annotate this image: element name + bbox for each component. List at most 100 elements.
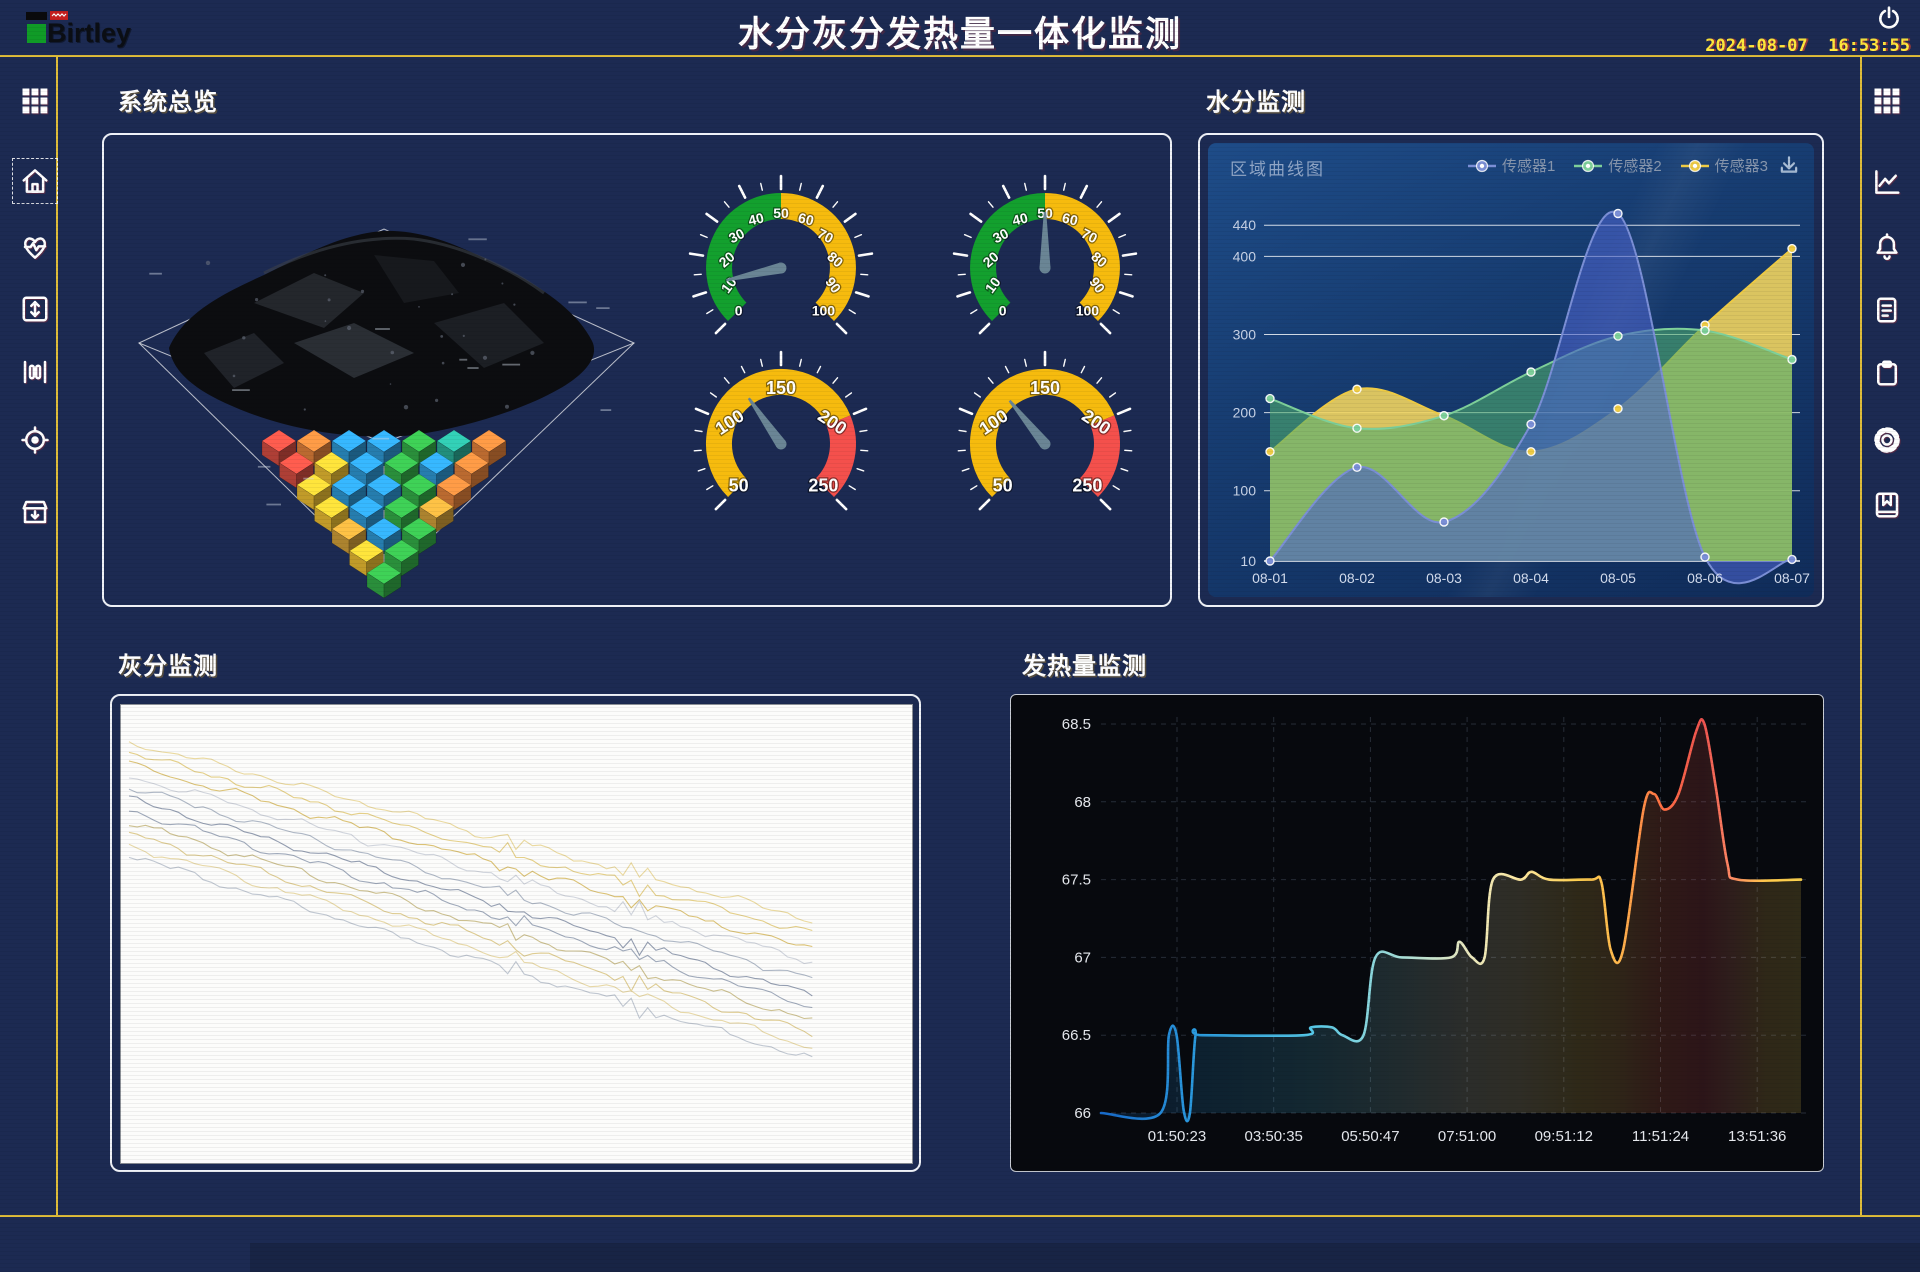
legend-label: 传感器1 xyxy=(1501,158,1556,175)
logo-text: Birtley xyxy=(47,18,132,48)
svg-text:60: 60 xyxy=(1061,209,1080,228)
sidebar-item-home[interactable] xyxy=(12,158,58,204)
frame-line-left xyxy=(56,57,58,1215)
svg-text:08-07: 08-07 xyxy=(1774,570,1810,586)
moisture-legend: 传感器1 传感器2 传感器3 xyxy=(1467,155,1768,176)
svg-text:66.5: 66.5 xyxy=(1062,1027,1091,1044)
svg-text:40: 40 xyxy=(1011,209,1030,228)
calorific-section-title: 发热量监测 xyxy=(1022,653,1147,680)
archive-down-icon xyxy=(22,500,48,524)
home-icon xyxy=(22,169,48,193)
sidebar-item-archive[interactable] xyxy=(12,489,58,535)
svg-text:150: 150 xyxy=(766,378,796,398)
coal-pile-3d-visual xyxy=(137,228,636,599)
svg-text:08-03: 08-03 xyxy=(1426,570,1462,586)
logo-black-block xyxy=(26,12,47,20)
svg-text:67.5: 67.5 xyxy=(1062,872,1091,889)
power-icon xyxy=(1879,5,1899,29)
sidebar-item-columns[interactable] xyxy=(12,349,58,395)
svg-text:300: 300 xyxy=(1233,327,1257,343)
footer-strip xyxy=(250,1243,1920,1272)
svg-text:03:50:35: 03:50:35 xyxy=(1245,1128,1303,1145)
sidebar-item-records[interactable] xyxy=(1864,482,1910,528)
frame-line-top xyxy=(0,55,1920,57)
sidebar-item-menu[interactable] xyxy=(12,78,58,124)
legend-item-sensor1[interactable]: 传感器1 xyxy=(1467,155,1555,176)
svg-text:09:51:12: 09:51:12 xyxy=(1535,1128,1593,1145)
svg-text:08-05: 08-05 xyxy=(1600,570,1636,586)
svg-text:08-04: 08-04 xyxy=(1513,570,1549,586)
page-title: 水分灰分发热量一体化监测 xyxy=(737,15,1182,54)
svg-text:60: 60 xyxy=(797,209,816,228)
heart-pulse-icon xyxy=(23,237,47,259)
logo-red-block xyxy=(50,11,68,20)
sidebar-item-locate[interactable] xyxy=(12,417,58,463)
target-icon xyxy=(21,426,49,454)
svg-text:0: 0 xyxy=(735,302,743,318)
download-button[interactable] xyxy=(1776,153,1802,179)
ash-section-title: 灰分监测 xyxy=(118,653,218,680)
line-chart-icon xyxy=(1875,170,1900,194)
svg-text:68: 68 xyxy=(1074,794,1091,811)
moisture-chart-card: 区域曲线图 传感器1 传感器2 传感器3 10 100 200 300 400 440 08-0… xyxy=(1208,143,1814,597)
svg-text:50: 50 xyxy=(773,205,789,221)
sidebar-item-report[interactable] xyxy=(1864,287,1910,333)
ash-panel xyxy=(110,694,921,1172)
moisture-area-chart: 10 100 200 300 400 440 08-01 08-02 08-03 08-04 08-… xyxy=(1233,208,1810,586)
grid-icon xyxy=(22,88,48,114)
svg-text:13:51:36: 13:51:36 xyxy=(1728,1128,1786,1145)
ash-line-chart xyxy=(128,741,813,1058)
calorific-panel: 01:50:23 03:50:35 05:50:47 07:51:00 09:51:12… xyxy=(1010,694,1824,1172)
datetime-display: 2024-08-07 16:53:55 xyxy=(1705,36,1910,56)
svg-text:66: 66 xyxy=(1074,1105,1091,1122)
moisture-section-title: 水分监测 xyxy=(1206,89,1306,116)
legend-label: 传感器3 xyxy=(1714,158,1768,175)
book-icon xyxy=(1875,492,1899,518)
sidebar-item-trend[interactable] xyxy=(1864,159,1910,205)
sidebar-item-settings[interactable] xyxy=(1864,417,1910,463)
svg-text:0: 0 xyxy=(999,302,1007,318)
document-icon xyxy=(1877,297,1897,323)
sidebar-item-health[interactable] xyxy=(12,224,58,270)
clipboard-icon xyxy=(1877,360,1897,386)
svg-text:08-01: 08-01 xyxy=(1252,570,1288,586)
svg-text:40: 40 xyxy=(747,209,766,228)
sidebar-item-alarms[interactable] xyxy=(1864,224,1910,270)
legend-item-sensor3[interactable]: 传感器3 xyxy=(1680,155,1768,176)
svg-text:10: 10 xyxy=(1240,553,1256,569)
gear-icon xyxy=(1874,427,1900,453)
svg-text:250: 250 xyxy=(1072,475,1102,495)
svg-text:250: 250 xyxy=(808,475,838,495)
vertical-arrows-icon xyxy=(22,296,48,322)
legend-label: 传感器2 xyxy=(1608,158,1662,175)
bell-icon xyxy=(1876,233,1898,261)
sidebar-item-menu-right[interactable] xyxy=(1864,78,1910,124)
sidebar-item-range[interactable] xyxy=(12,286,58,332)
calorific-line-chart: 01:50:23 03:50:35 05:50:47 07:51:00 09:51:12… xyxy=(1062,716,1806,1145)
svg-text:200: 200 xyxy=(1233,405,1257,421)
moisture-panel: 区域曲线图 传感器1 传感器2 传感器3 10 100 200 300 400 440 08-0… xyxy=(1198,133,1824,607)
svg-text:50: 50 xyxy=(993,475,1013,495)
ash-chart-card xyxy=(120,704,913,1164)
legend-item-sensor2[interactable]: 传感器2 xyxy=(1573,155,1662,176)
svg-text:50: 50 xyxy=(729,475,749,495)
sidebar-item-tasks[interactable] xyxy=(1864,350,1910,396)
svg-text:100: 100 xyxy=(1233,483,1257,499)
brand-logo: Birtley xyxy=(26,8,246,52)
svg-text:400: 400 xyxy=(1233,248,1257,264)
svg-text:11:51:24: 11:51:24 xyxy=(1632,1128,1689,1145)
svg-text:08-02: 08-02 xyxy=(1339,570,1375,586)
power-button[interactable] xyxy=(1872,4,1906,34)
svg-text:67: 67 xyxy=(1074,949,1091,966)
svg-text:100: 100 xyxy=(812,302,836,318)
logo-green-block xyxy=(27,24,46,43)
svg-text:440: 440 xyxy=(1233,217,1257,233)
download-icon xyxy=(1780,155,1798,173)
svg-text:05:50:47: 05:50:47 xyxy=(1341,1128,1399,1145)
svg-text:68.5: 68.5 xyxy=(1062,716,1091,733)
